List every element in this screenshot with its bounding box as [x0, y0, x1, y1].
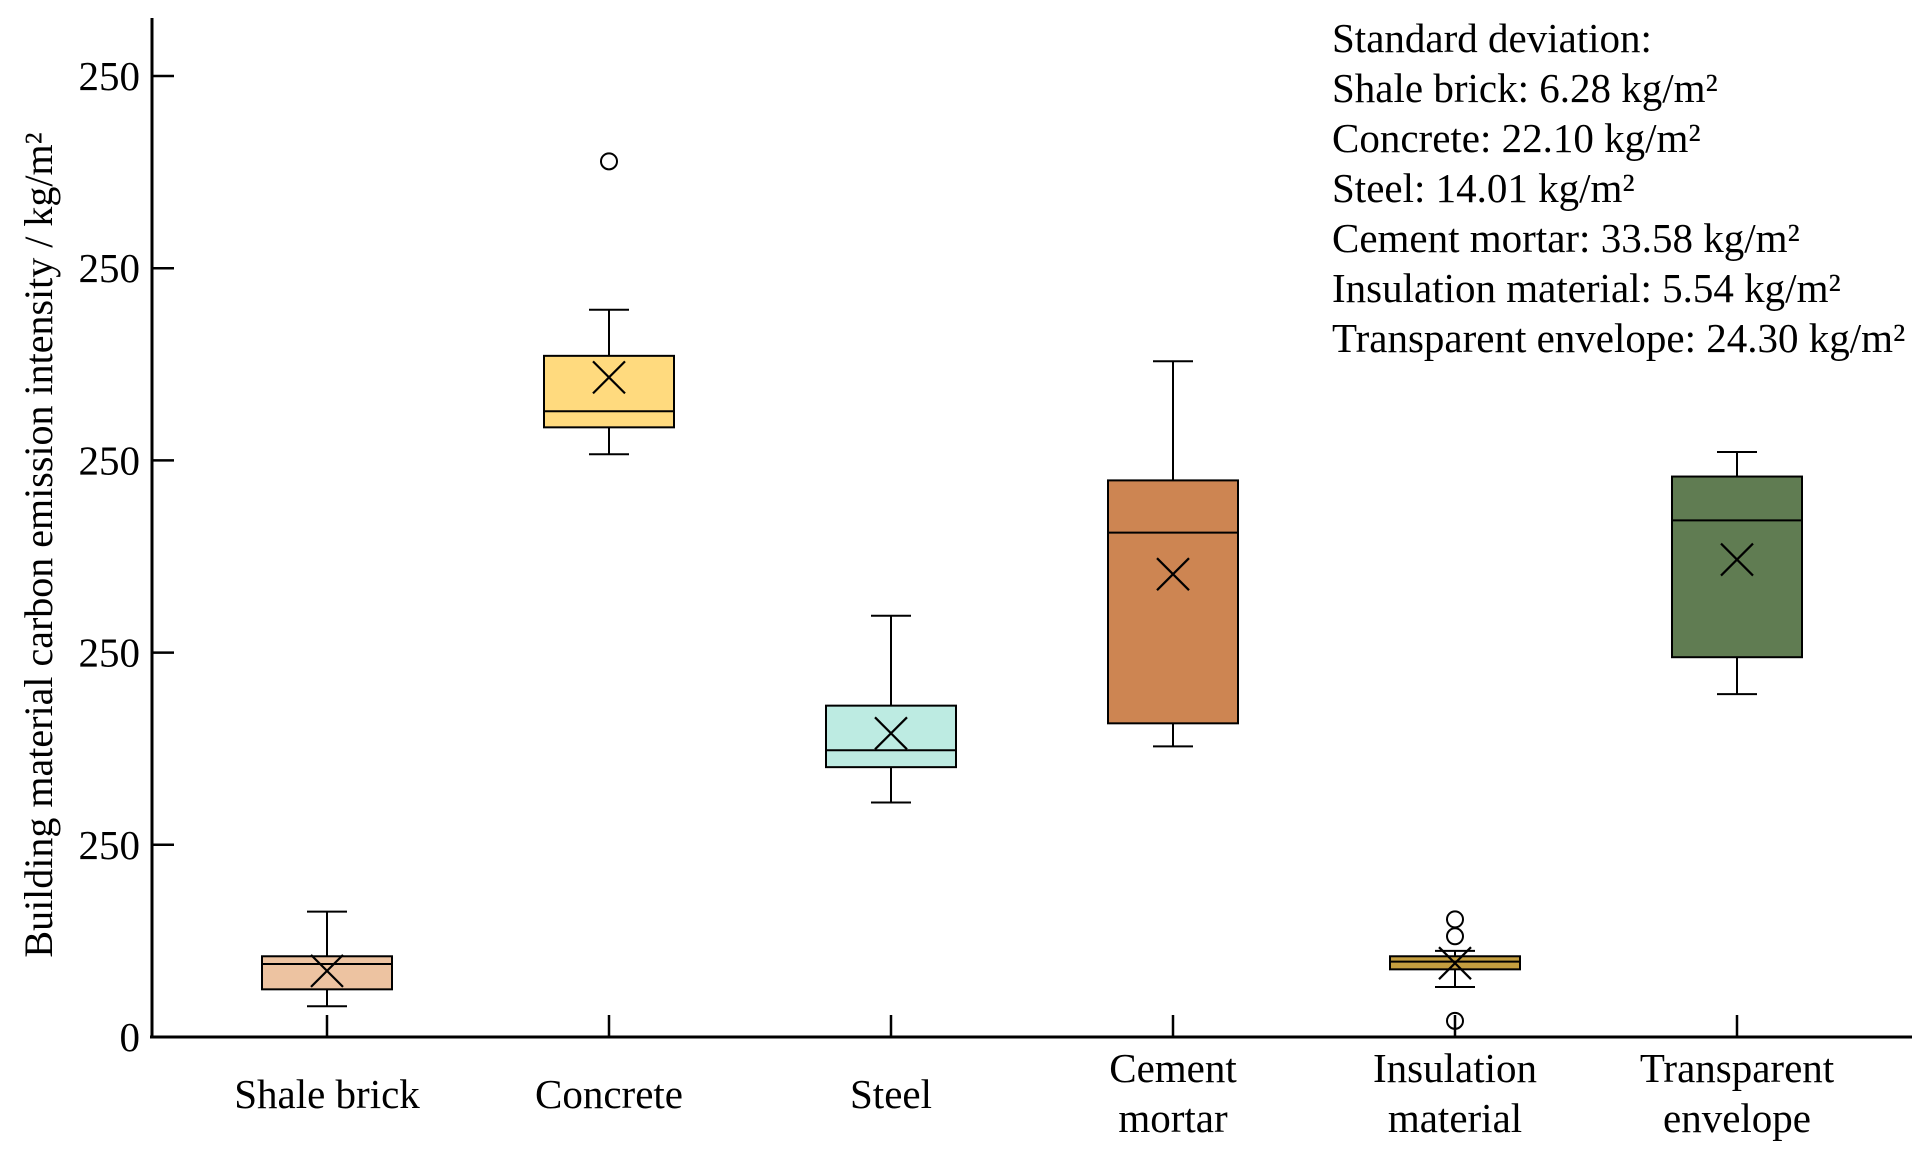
- std-dev-line: Insulation material: 5.54 kg/m²: [1332, 265, 1841, 311]
- box-group-insulation-material: [1389, 910, 1521, 1030]
- axes: 0 250 250 250 250 250 Shale brick Concrete Stee…: [79, 18, 1912, 1141]
- x-category-label: material: [1388, 1095, 1522, 1141]
- box-group-transparent-envelope: [1671, 450, 1803, 696]
- y-tick-label: 250: [79, 630, 141, 676]
- x-category-label: Insulation: [1373, 1045, 1537, 1091]
- y-axis-title: Building material carbon emission intens…: [16, 132, 61, 957]
- mean-marker: [310, 954, 344, 988]
- std-dev-line: Steel: 14.01 kg/m²: [1332, 165, 1635, 211]
- box-group-concrete: [543, 152, 675, 456]
- box-group-steel: [825, 614, 957, 804]
- x-category-label: Shale brick: [234, 1071, 420, 1117]
- outlier-point: [1446, 910, 1464, 929]
- x-category-label: envelope: [1663, 1095, 1811, 1141]
- box: [1671, 475, 1803, 659]
- std-dev-line: Concrete: 22.10 kg/m²: [1332, 115, 1701, 161]
- mean-marker: [874, 716, 908, 751]
- box-group-shale-brick: [261, 910, 393, 1008]
- box-group-cement-mortar: [1107, 360, 1239, 748]
- y-tick-label: 250: [79, 437, 141, 483]
- mean-marker: [1438, 946, 1472, 980]
- box: [261, 955, 393, 991]
- box: [825, 704, 957, 769]
- x-category-label: Steel: [850, 1071, 932, 1117]
- y-ticks: 0 250 250 250 250 250: [79, 53, 174, 1060]
- x-category-label: mortar: [1118, 1095, 1228, 1141]
- x-category-label: Transparent: [1640, 1045, 1835, 1091]
- plot-area: [261, 152, 1803, 1030]
- std-dev-line: Transparent envelope: 24.30 kg/m²: [1332, 315, 1905, 361]
- std-dev-annotation: Standard deviation: Shale brick: 6.28 kg…: [1332, 15, 1905, 361]
- y-tick-label: 250: [79, 53, 141, 99]
- mean-marker: [592, 360, 626, 395]
- mean-marker: [1156, 557, 1190, 591]
- box: [543, 354, 675, 429]
- std-dev-line: Cement mortar: 33.58 kg/m²: [1332, 215, 1800, 261]
- outlier-point: [1446, 927, 1464, 946]
- outlier-point: [600, 152, 618, 171]
- y-tick-label: 250: [79, 822, 141, 868]
- std-dev-title: Standard deviation:: [1332, 15, 1652, 61]
- x-category-label: Cement: [1109, 1045, 1237, 1091]
- x-category-label: Concrete: [535, 1071, 683, 1117]
- y-tick-label: 250: [79, 245, 141, 291]
- y-tick-label: 0: [120, 1014, 141, 1060]
- box: [1107, 479, 1239, 725]
- std-dev-line: Shale brick: 6.28 kg/m²: [1332, 65, 1718, 111]
- mean-marker: [1720, 542, 1754, 577]
